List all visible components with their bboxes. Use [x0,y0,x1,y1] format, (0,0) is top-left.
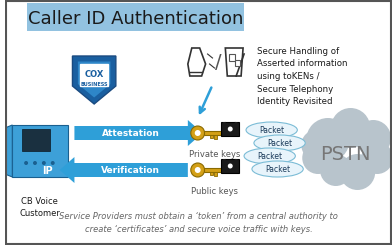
Ellipse shape [244,148,295,164]
Circle shape [356,120,391,156]
Text: Packet: Packet [265,164,290,173]
Text: BUSINESS: BUSINESS [80,82,108,86]
Text: /: / [215,52,222,72]
Polygon shape [73,56,116,104]
Bar [221,122,239,136]
Text: Attestation: Attestation [102,128,160,137]
Text: IP: IP [42,166,53,176]
Text: Private keys: Private keys [189,150,240,159]
Circle shape [306,118,350,162]
Circle shape [195,130,201,136]
Circle shape [228,163,233,169]
Bar [12,125,67,177]
Circle shape [191,126,205,140]
Bar [203,131,221,135]
Circle shape [331,108,370,148]
Bar [210,172,212,175]
Polygon shape [74,120,203,146]
Text: Public keys: Public keys [191,187,238,196]
Polygon shape [2,125,12,177]
Text: Packet: Packet [267,138,292,147]
Text: Verification: Verification [101,166,160,174]
Bar [22,129,50,151]
Circle shape [51,161,55,165]
Bar [235,60,240,66]
Circle shape [42,161,46,165]
Bar [214,172,218,176]
Text: Caller ID Authentication: Caller ID Authentication [28,10,243,28]
Bar [221,159,239,173]
Ellipse shape [254,135,305,151]
Text: Service Providers must obtain a ‘token’ from a central authority to
create ‘cert: Service Providers must obtain a ‘token’ … [59,212,338,234]
Circle shape [361,142,392,174]
Circle shape [320,154,352,186]
Text: Packet: Packet [257,151,282,160]
Text: Packet: Packet [259,125,284,135]
Circle shape [33,161,37,165]
Bar [210,135,212,138]
Circle shape [340,154,375,190]
Bar [80,64,108,86]
Circle shape [195,167,201,173]
Bar [214,135,218,139]
Bar [27,3,244,31]
Circle shape [191,163,205,177]
Text: COX: COX [84,70,104,78]
Ellipse shape [246,122,297,138]
Text: PSTN: PSTN [320,145,371,163]
Polygon shape [78,61,111,98]
Text: Secure Handling of
Asserted information
using toKENs /
Secure Telephony
Identity: Secure Handling of Asserted information … [257,47,347,106]
Text: CB Voice
Customer: CB Voice Customer [20,197,60,218]
Bar [229,54,235,61]
Circle shape [301,130,331,160]
Circle shape [228,126,233,132]
Ellipse shape [252,161,303,177]
Circle shape [302,142,334,174]
Circle shape [24,161,28,165]
Polygon shape [60,157,188,183]
Bar [203,168,221,172]
